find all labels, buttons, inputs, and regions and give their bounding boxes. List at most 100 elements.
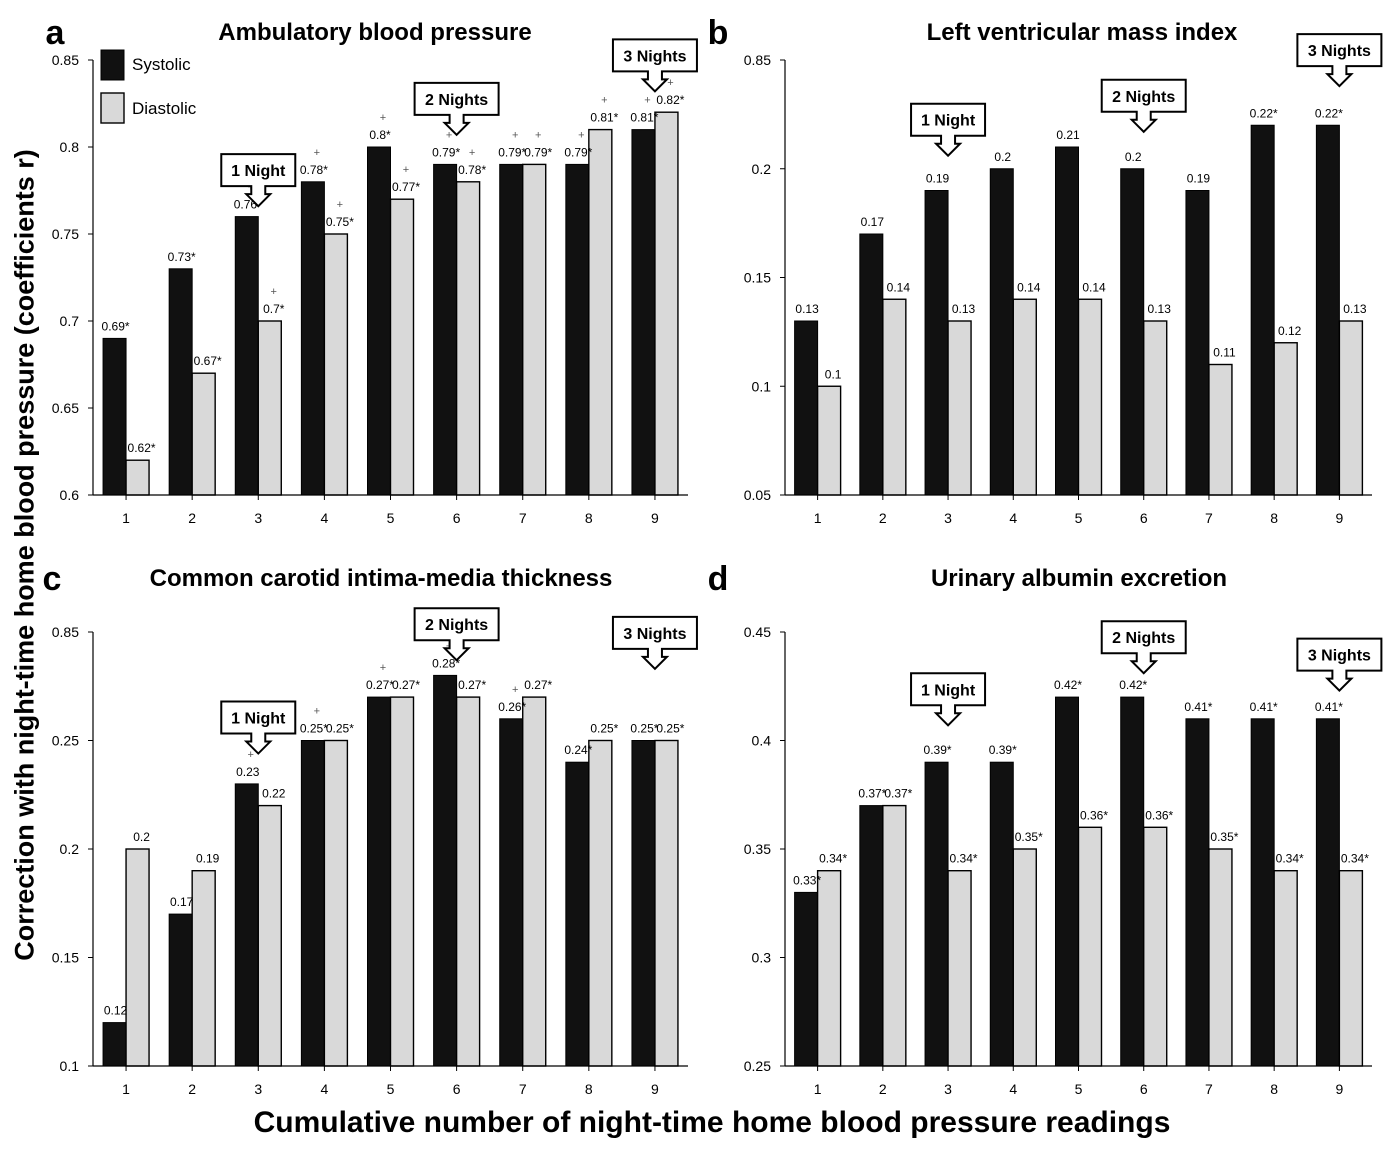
panel-d-y-tick-label: 0.3 bbox=[752, 950, 772, 966]
panel-c-letter: c bbox=[43, 560, 62, 598]
panel-b-x-tick-label: 5 bbox=[1075, 510, 1083, 526]
panel-a-plus-systolic: + bbox=[380, 112, 386, 124]
panel-c-x-tick-label: 2 bbox=[188, 1081, 196, 1097]
panel-d-bar-diastolic bbox=[882, 804, 907, 1067]
panel-a-y-tick-label: 0.6 bbox=[60, 487, 80, 503]
panel-b-label-systolic: 0.21 bbox=[1056, 128, 1080, 142]
legend-label-diastolic: Diastolic bbox=[132, 99, 197, 118]
panel-b-x-tick-label: 6 bbox=[1140, 510, 1148, 526]
panel-a-bar-diastolic bbox=[191, 372, 216, 496]
panel-a-x-tick-label: 9 bbox=[651, 510, 659, 526]
panel-b-bar-diastolic bbox=[1208, 363, 1233, 496]
panel-d-bar-diastolic bbox=[1077, 826, 1103, 1067]
panel-a-label-systolic: 0.81* bbox=[630, 111, 658, 125]
panel-d-letter: d bbox=[708, 560, 729, 598]
panel-d-callout-2-box bbox=[1100, 620, 1187, 675]
panel-d-x-tick-label: 8 bbox=[1270, 1081, 1278, 1097]
panel-d-callout-3-label: 3 Nights bbox=[1308, 648, 1371, 665]
panel-d-y-tick-label: 0.35 bbox=[744, 841, 771, 857]
panel-d-bar-systolic bbox=[924, 761, 949, 1067]
panel-b-label-systolic: 0.19 bbox=[1187, 172, 1211, 186]
panel-d-y-tick-label: 0.25 bbox=[744, 1058, 771, 1074]
panel-d-label-diastolic: 0.36* bbox=[1080, 808, 1108, 822]
panel-b-bar-diastolic bbox=[1338, 320, 1364, 496]
panel-c-x-tick-label: 5 bbox=[387, 1081, 395, 1097]
panel-a-plus-systolic: + bbox=[644, 95, 650, 107]
panel-c-x-tick-label: 4 bbox=[320, 1081, 328, 1097]
panel-c-label-diastolic: 0.19 bbox=[196, 852, 220, 866]
panel-a-callout-3-label: 3 Nights bbox=[623, 48, 686, 65]
panel-b-x-tick-label: 1 bbox=[814, 510, 822, 526]
panel-a-y-tick-label: 0.65 bbox=[52, 400, 79, 416]
panel-c-label-systolic: 0.27* bbox=[366, 678, 394, 692]
panel-b-label-systolic: 0.17 bbox=[861, 215, 885, 229]
panel-c-x-tick-label: 9 bbox=[651, 1081, 659, 1097]
panel-c-label-systolic: 0.23 bbox=[236, 765, 260, 779]
panel-a-label-systolic: 0.8* bbox=[369, 128, 391, 142]
panel-d-label-diastolic: 0.34* bbox=[950, 852, 978, 866]
panel-a-label-diastolic: 0.82* bbox=[656, 93, 684, 107]
panel-a-bar-systolic bbox=[102, 337, 127, 496]
panel-b-bar-systolic bbox=[794, 320, 819, 496]
panel-b-label-diastolic: 0.12 bbox=[1278, 324, 1302, 338]
panel-c-bar-diastolic bbox=[323, 739, 349, 1067]
panel-c-x-tick-label: 8 bbox=[585, 1081, 593, 1097]
panel-d-bar-systolic bbox=[989, 761, 1014, 1067]
panel-d-label-diastolic: 0.34* bbox=[819, 852, 847, 866]
panel-d-bar-systolic bbox=[1055, 696, 1079, 1067]
panel-a-x-tick-label: 7 bbox=[519, 510, 527, 526]
panel-c-y-tick-label: 0.2 bbox=[60, 841, 80, 857]
panel-c-label-systolic: 0.28* bbox=[432, 656, 460, 670]
panel-a-callout-1-label: 1 Night bbox=[231, 163, 286, 180]
panel-c-bar-systolic bbox=[631, 740, 656, 1067]
panel-c-title: Common carotid intima-media thickness bbox=[150, 565, 613, 592]
panel-d-label-diastolic: 0.35* bbox=[1015, 830, 1043, 844]
panel-a-title: Ambulatory blood pressure bbox=[218, 19, 531, 46]
panel-c-bar-systolic bbox=[565, 761, 590, 1067]
panel-c-bar-diastolic bbox=[125, 848, 150, 1067]
panel-a-x-tick-label: 2 bbox=[188, 510, 196, 526]
panel-b-title: Left ventricular mass index bbox=[927, 19, 1238, 46]
panel-a-label-systolic: 0.69* bbox=[102, 319, 130, 333]
panel-c-label-diastolic: 0.22 bbox=[262, 787, 286, 801]
panel-a-bar-systolic bbox=[367, 146, 391, 496]
panel-d-x-tick-label: 5 bbox=[1075, 1081, 1083, 1097]
panel-d-label-systolic: 0.42* bbox=[1119, 678, 1147, 692]
panel-b-callout-1-label: 1 Night bbox=[921, 113, 976, 130]
panel-b-bar-diastolic bbox=[882, 298, 907, 496]
panel-b-bar-systolic bbox=[1315, 124, 1340, 496]
panel-a-bar-systolic bbox=[499, 163, 524, 496]
panel-c-bar-diastolic bbox=[191, 870, 216, 1067]
panel-d-label-systolic: 0.37* bbox=[858, 787, 886, 801]
panel-b-y-tick-label: 0.85 bbox=[744, 52, 771, 68]
legend-swatch-diastolic bbox=[100, 92, 125, 124]
panel-c-bar-diastolic bbox=[522, 696, 547, 1067]
panel-b-label-systolic: 0.19 bbox=[926, 172, 950, 186]
panel-c-bar-systolic bbox=[300, 740, 325, 1067]
panel-c-label-systolic: 0.24* bbox=[564, 743, 592, 757]
panel-a-x-tick-label: 5 bbox=[387, 510, 395, 526]
panel-c-bar-diastolic bbox=[654, 739, 679, 1067]
panel-b-y-tick-label: 0.15 bbox=[744, 270, 771, 286]
panel-d-label-diastolic: 0.35* bbox=[1210, 830, 1238, 844]
panel-c-callout-2-label: 2 Nights bbox=[425, 617, 488, 634]
panel-c-label-diastolic: 0.25* bbox=[326, 722, 354, 736]
panel-c-x-tick-label: 1 bbox=[122, 1081, 130, 1097]
panel-c-y-tick-label: 0.1 bbox=[60, 1058, 80, 1074]
panel-c-callout-1-box bbox=[220, 700, 297, 755]
panel-a-x-tick-label: 3 bbox=[254, 510, 262, 526]
panel-d-bar-diastolic bbox=[1143, 826, 1168, 1067]
panel-d-label-systolic: 0.41* bbox=[1250, 700, 1278, 714]
panel-c-x-tick-label: 6 bbox=[453, 1081, 461, 1097]
panel-b-callout-3-box bbox=[1296, 33, 1383, 88]
panel-b-label-diastolic: 0.13 bbox=[1343, 302, 1367, 316]
panel-b-callout-2-box bbox=[1100, 78, 1187, 134]
x-axis-label: Cumulative number of night-time home blo… bbox=[253, 1106, 1171, 1139]
panel-a-bar-systolic bbox=[433, 163, 458, 496]
panel-a-bar-systolic bbox=[234, 216, 259, 496]
panel-a-label-diastolic: 0.67* bbox=[194, 354, 222, 368]
panel-a-plus-diastolic: + bbox=[535, 129, 541, 141]
panel-c-x-tick-label: 3 bbox=[254, 1081, 262, 1097]
panel-a-bar-diastolic bbox=[257, 320, 282, 496]
